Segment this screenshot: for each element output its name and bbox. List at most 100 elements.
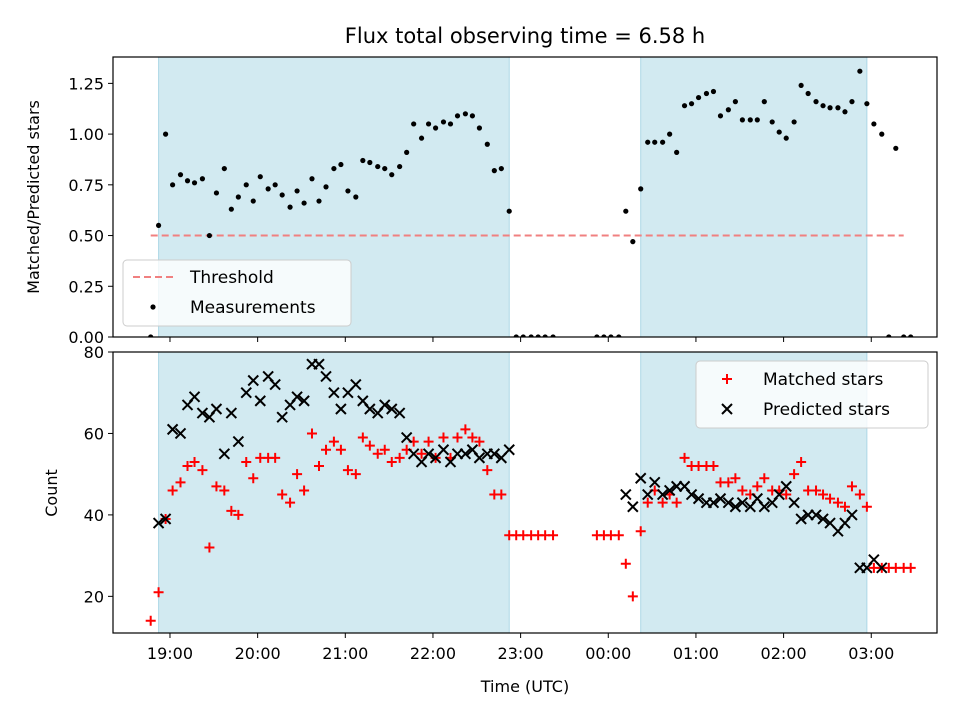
- predicted-stars-point: [166, 423, 179, 436]
- matched-stars-point: [277, 489, 288, 500]
- top-y-tick-label: 1.25: [68, 74, 104, 93]
- bottom-plot-area: [145, 358, 916, 626]
- matched-stars-point: [905, 562, 916, 573]
- matched-stars-point: [496, 489, 507, 500]
- matched-stars-point: [708, 461, 719, 472]
- predicted-stars-point: [620, 488, 632, 501]
- predicted-stars-point: [758, 501, 771, 513]
- matched-stars-point: [642, 497, 653, 508]
- top-y-tick-label: 0.00: [68, 328, 104, 347]
- measurements-point: [454, 113, 461, 119]
- measurements-point: [301, 200, 307, 206]
- measurements-point: [681, 103, 688, 109]
- predicted-stars-point: [780, 480, 792, 493]
- matched-stars-point: [752, 481, 763, 492]
- measurements-point: [601, 334, 607, 337]
- matched-stars-point: [306, 428, 317, 439]
- measurements-point: [674, 149, 680, 155]
- threshold-legend-label: Threshold: [189, 268, 274, 288]
- matched-stars-point: [482, 465, 493, 476]
- matched-stars-legend-swatch: [722, 374, 732, 384]
- matched-stars-point: [292, 469, 303, 480]
- matched-stars-point: [861, 501, 872, 512]
- measurements-point: [191, 180, 198, 186]
- predicted-stars-point: [729, 501, 742, 513]
- measurements-point: [739, 117, 745, 123]
- matched-stars-point: [145, 615, 156, 626]
- matched-stars-point: [620, 558, 631, 569]
- measurements-point: [498, 165, 504, 172]
- bottom-y-tick-label: 40: [84, 506, 104, 525]
- measurements-point: [813, 99, 819, 105]
- measurements-point: [404, 149, 410, 155]
- matched-stars-point: [219, 485, 230, 496]
- bottom-shaded-interval-0: [158, 351, 510, 634]
- matched-stars-point: [657, 497, 668, 508]
- predicted-stars-legend-swatch: [721, 403, 733, 415]
- predicted-stars-point: [817, 513, 829, 525]
- bottom-y-tick-label: 20: [84, 587, 104, 606]
- measurements-point: [199, 176, 206, 182]
- x-tick-label: 21:00: [322, 644, 368, 663]
- matched-stars-point: [321, 444, 332, 455]
- measurements-point: [257, 174, 263, 180]
- measurements-point: [776, 129, 782, 135]
- predicted-stars-point: [627, 501, 639, 513]
- x-tick-label: 19:00: [147, 644, 193, 663]
- predicted-stars-point: [174, 427, 187, 440]
- measurements-point: [513, 334, 519, 337]
- matched-stars-point: [226, 505, 237, 516]
- matched-stars-point: [452, 432, 463, 443]
- top-legend-box: [122, 259, 352, 327]
- predicted-stars-point: [656, 488, 669, 501]
- matched-stars-point: [350, 469, 361, 480]
- predicted-stars-point: [714, 492, 727, 505]
- matched-stars-point: [299, 485, 310, 496]
- bottom-y-axis-label: Count: [42, 469, 61, 517]
- measurements-point: [594, 334, 600, 337]
- predicted-stars-point: [795, 513, 807, 525]
- measurements-point: [243, 182, 249, 188]
- matched-stars-point: [233, 509, 244, 520]
- measurements-point: [835, 105, 841, 111]
- measurements-point: [630, 239, 636, 245]
- matched-stars-point: [394, 452, 405, 463]
- top-plot-area: [148, 68, 914, 337]
- matched-stars-point: [167, 485, 178, 496]
- predicted-stars-point: [459, 448, 472, 460]
- predicted-stars-point: [692, 492, 705, 505]
- matched-stars-point: [811, 485, 822, 496]
- measurements-point: [155, 222, 162, 229]
- matched-stars-point: [613, 530, 624, 541]
- matched-stars-point: [781, 489, 792, 500]
- matched-stars-point: [467, 432, 478, 443]
- measurements-point: [717, 113, 724, 119]
- matched-stars-point: [386, 456, 397, 467]
- top-y-tick-label: 0.25: [68, 277, 104, 296]
- measurements-point: [367, 159, 373, 166]
- measurements-point: [272, 182, 278, 188]
- matched-stars-point: [270, 452, 281, 463]
- measurements-point: [769, 119, 775, 125]
- matched-stars-point: [548, 530, 559, 541]
- matched-stars-point: [285, 497, 296, 508]
- matched-stars-point: [438, 432, 449, 443]
- predicted-stars-point: [335, 403, 347, 415]
- matched-stars-point: [759, 473, 770, 484]
- matched-stars-point: [854, 489, 865, 500]
- bottom-y-tick-label: 60: [84, 424, 104, 443]
- measurements-point: [879, 131, 885, 137]
- measurements-point: [221, 165, 227, 172]
- matched-stars-point: [357, 432, 368, 443]
- measurements-legend-swatch: [150, 304, 156, 310]
- predicted-stars-point: [386, 403, 398, 415]
- measurements-point: [710, 88, 717, 95]
- measurements-point: [783, 135, 789, 141]
- measurements-point: [550, 334, 556, 337]
- predicted-stars-point: [152, 517, 165, 529]
- measurements-point: [688, 101, 695, 107]
- predicted-stars-point: [663, 484, 676, 497]
- measurements-point: [528, 334, 534, 337]
- measurements-point: [695, 94, 702, 101]
- measurements-point: [418, 135, 425, 141]
